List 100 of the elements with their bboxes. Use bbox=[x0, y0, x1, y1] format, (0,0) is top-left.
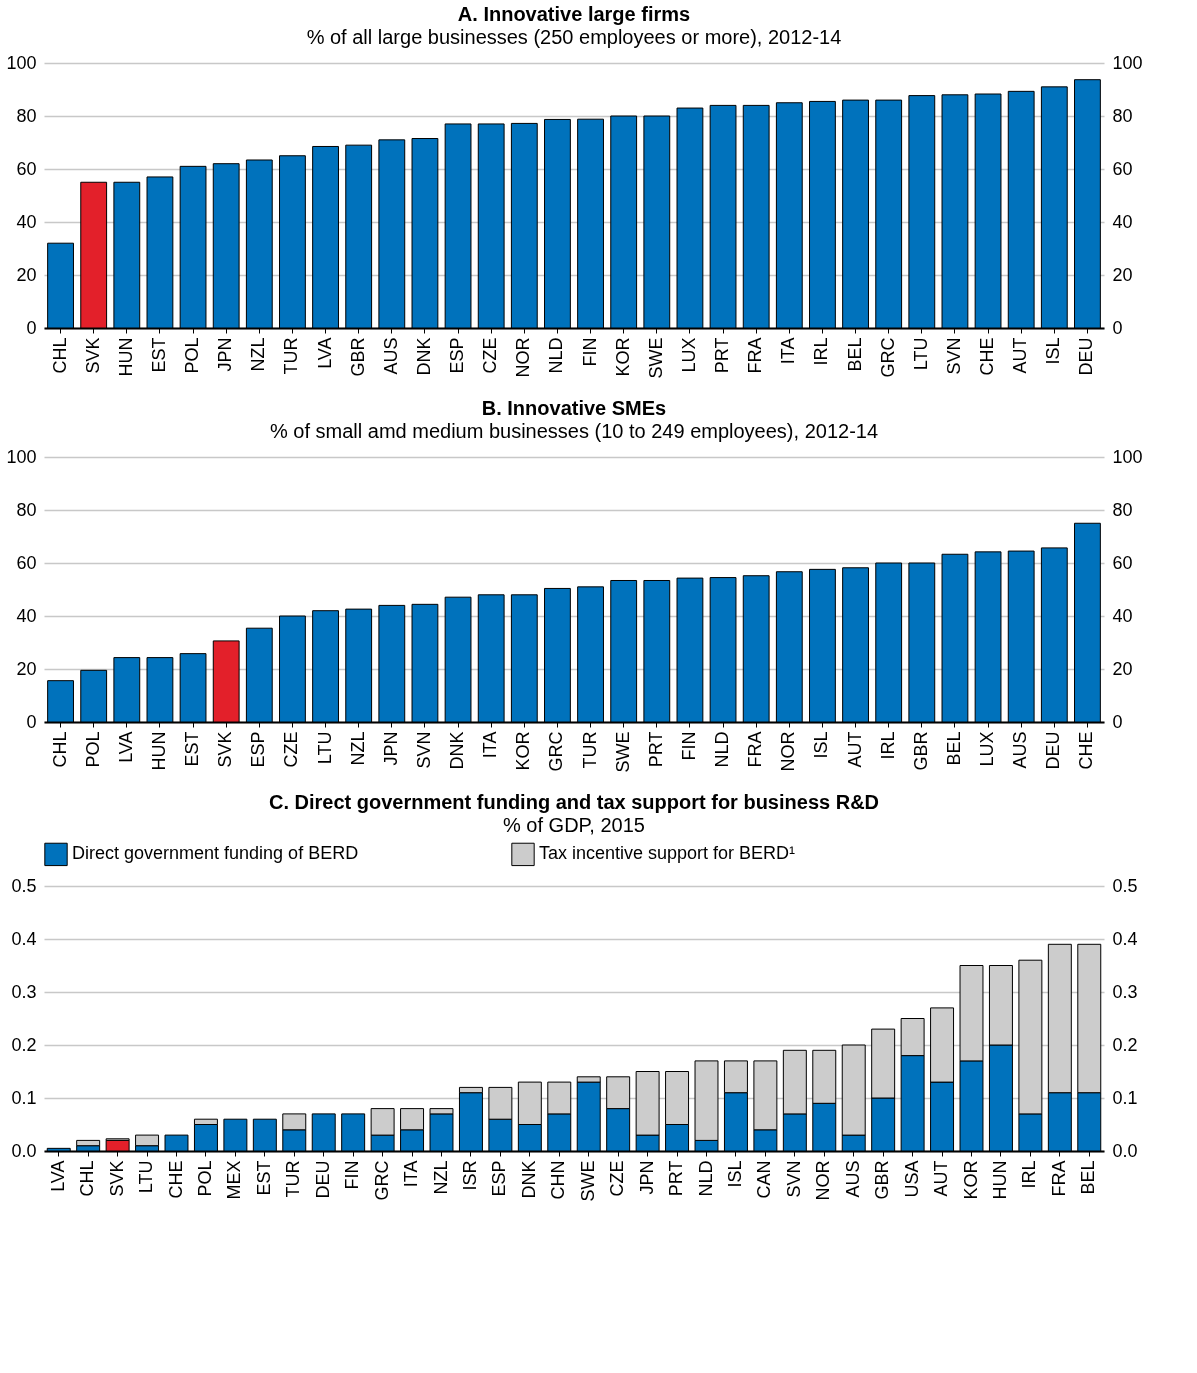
y-tick-label: 60 bbox=[16, 158, 37, 179]
x-tick-label: SVK bbox=[106, 1160, 127, 1197]
y2-tick-label: 0.3 bbox=[1112, 981, 1138, 1002]
y2-tick-label: 60 bbox=[1112, 552, 1133, 573]
y2-tick-label: 20 bbox=[1112, 264, 1133, 285]
x-tick-label: HUN bbox=[115, 337, 136, 377]
x-tick-label: SWE bbox=[577, 1160, 598, 1202]
x-tick-label: BEL bbox=[844, 337, 865, 372]
x-tick-label: IRL bbox=[877, 731, 898, 760]
x-tick-label: SWE bbox=[645, 337, 666, 379]
x-tick-label: KOR bbox=[612, 337, 633, 377]
chart-title: B. Innovative SMEs bbox=[481, 397, 667, 419]
x-tick-label: LTU bbox=[136, 1160, 157, 1194]
x-tick-label: IRL bbox=[1019, 1160, 1040, 1189]
x-tick-label: PRT bbox=[712, 337, 733, 374]
y2-tick-label: 40 bbox=[1112, 211, 1133, 232]
y-tick-label: 0.0 bbox=[11, 1140, 37, 1161]
x-tick-label: AUS bbox=[380, 337, 401, 375]
x-tick-label: DEU bbox=[1043, 731, 1064, 770]
x-tick-label: AUS bbox=[1010, 731, 1031, 769]
x-tick-label: GBR bbox=[872, 1160, 893, 1200]
x-tick-label: HUN bbox=[989, 1160, 1010, 1200]
x-tick-label: ESP bbox=[489, 1160, 510, 1197]
x-tick-label: CHL bbox=[49, 731, 70, 768]
x-tick-label: NOR bbox=[813, 1160, 834, 1201]
x-tick-label: SVK bbox=[215, 731, 236, 768]
y-tick-label: 0.3 bbox=[11, 981, 37, 1002]
x-tick-label: POL bbox=[182, 337, 203, 374]
x-tick-label: DEU bbox=[312, 1160, 333, 1199]
chart-title: C. Direct government funding and tax support for business R&D bbox=[268, 791, 880, 813]
chart-title: A. Innovative large firms bbox=[457, 3, 691, 25]
x-tick-label: JPN bbox=[636, 1160, 657, 1195]
x-tick-label: LVA bbox=[115, 731, 136, 763]
x-tick-label: EST bbox=[148, 337, 169, 373]
x-tick-label: JPN bbox=[380, 731, 401, 766]
chart-subtitle: % of small amd medium businesses (10 to 249 employees), 2012-14 bbox=[269, 420, 879, 442]
y2-tick-label: 0.2 bbox=[1112, 1034, 1138, 1055]
y-tick-label: 0.4 bbox=[11, 928, 37, 949]
y-tick-label: 0.2 bbox=[11, 1034, 37, 1055]
x-tick-label: ESP bbox=[447, 337, 468, 374]
x-tick-label: PRT bbox=[645, 731, 666, 768]
x-tick-label: LUX bbox=[977, 731, 998, 767]
x-tick-label: MEX bbox=[224, 1160, 245, 1200]
x-tick-label: LUX bbox=[678, 337, 699, 373]
x-tick-label: DNK bbox=[518, 1160, 539, 1199]
x-tick-label: NOR bbox=[778, 731, 799, 772]
x-tick-label: EST bbox=[182, 731, 203, 767]
y2-tick-label: 0.1 bbox=[1112, 1087, 1138, 1108]
y2-tick-label: 0.4 bbox=[1112, 928, 1138, 949]
y2-tick-label: 100 bbox=[1112, 52, 1143, 73]
x-tick-label: CZE bbox=[281, 731, 302, 768]
x-tick-label: FRA bbox=[1048, 1160, 1069, 1197]
x-tick-label: NLD bbox=[712, 731, 733, 768]
x-tick-label: CHE bbox=[1076, 731, 1097, 770]
y2-tick-label: 0.0 bbox=[1112, 1140, 1138, 1161]
x-tick-label: GRC bbox=[546, 731, 567, 772]
x-tick-label: USA bbox=[901, 1160, 922, 1198]
x-tick-label: AUT bbox=[844, 731, 865, 768]
x-tick-label: KOR bbox=[960, 1160, 981, 1200]
x-tick-label: CHL bbox=[49, 337, 70, 374]
x-tick-label: ITA bbox=[778, 337, 799, 365]
x-tick-label: TUR bbox=[281, 337, 302, 375]
y2-tick-label: 80 bbox=[1112, 105, 1133, 126]
x-tick-label: CZE bbox=[607, 1160, 628, 1197]
chart-subtitle: % of GDP, 2015 bbox=[503, 814, 645, 836]
x-tick-label: CHE bbox=[165, 1160, 186, 1199]
y-tick-label: 0 bbox=[26, 317, 37, 338]
legend-label: Tax incentive support for BERD¹ bbox=[539, 843, 796, 864]
x-tick-label: SWE bbox=[612, 731, 633, 773]
x-tick-label: ISL bbox=[1043, 337, 1064, 365]
x-tick-label: LTU bbox=[910, 337, 931, 371]
x-tick-label: TUR bbox=[283, 1160, 304, 1198]
y2-tick-label: 60 bbox=[1112, 158, 1133, 179]
x-tick-label: NLD bbox=[695, 1160, 716, 1197]
x-tick-label: GBR bbox=[347, 337, 368, 377]
x-tick-label: DEU bbox=[1076, 337, 1097, 376]
y-tick-label: 80 bbox=[16, 105, 37, 126]
x-tick-label: CAN bbox=[754, 1160, 775, 1199]
x-tick-label: AUT bbox=[1010, 337, 1031, 374]
x-tick-label: ITA bbox=[480, 731, 501, 759]
x-tick-label: GRC bbox=[877, 337, 898, 378]
y2-tick-label: 100 bbox=[1112, 446, 1143, 467]
x-tick-label: LVA bbox=[314, 337, 335, 369]
x-tick-label: IRL bbox=[811, 337, 832, 366]
x-tick-label: SVN bbox=[413, 731, 434, 769]
x-tick-label: CHN bbox=[548, 1160, 569, 1200]
y-tick-label: 0 bbox=[26, 711, 37, 732]
x-tick-label: EST bbox=[253, 1160, 274, 1196]
y2-tick-label: 40 bbox=[1112, 605, 1133, 626]
x-tick-label: ISL bbox=[811, 731, 832, 759]
x-tick-label: DNK bbox=[447, 731, 468, 770]
x-tick-label: LTU bbox=[314, 731, 335, 765]
y-tick-label: 100 bbox=[6, 446, 37, 467]
x-tick-label: ESP bbox=[248, 731, 269, 768]
x-tick-label: BEL bbox=[1078, 1160, 1099, 1195]
x-tick-label: SVN bbox=[783, 1160, 804, 1198]
y2-tick-label: 0.5 bbox=[1112, 875, 1138, 896]
x-tick-label: FIN bbox=[678, 731, 699, 761]
x-tick-label: POL bbox=[82, 731, 103, 768]
x-tick-label: AUT bbox=[931, 1160, 952, 1197]
